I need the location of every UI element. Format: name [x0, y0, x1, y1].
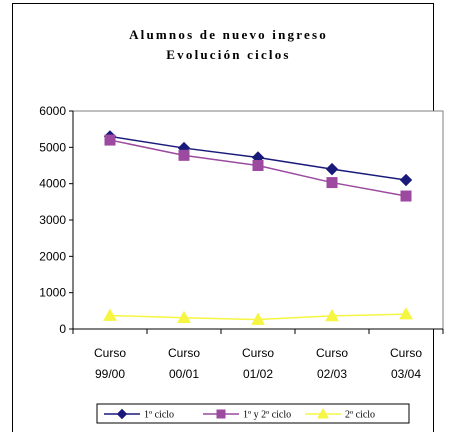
series-2-point: [178, 149, 190, 161]
x-tick-label-line-1: Curso: [316, 346, 348, 360]
series-3-point: [399, 307, 413, 320]
chart-title-line-2: Evolución ciclos: [166, 47, 291, 62]
x-tick-label-line-2: 03/04: [391, 367, 421, 381]
series-1-point: [399, 173, 413, 187]
y-tick-label: 5000: [39, 140, 66, 154]
series-3-point: [251, 312, 265, 325]
series-3-point: [103, 308, 117, 321]
legend-label-3: 2º ciclo: [345, 410, 375, 421]
y-tick-label: 6000: [39, 104, 66, 118]
x-tick-label-line-2: 99/00: [95, 367, 125, 381]
legend-marker-1: [116, 408, 128, 420]
series-2-point: [104, 134, 116, 146]
series-2-point: [400, 190, 412, 202]
legend-label-1: 1º ciclo: [144, 410, 174, 421]
x-tick-label-line-2: 01/02: [243, 367, 273, 381]
x-tick-label-line-2: 00/01: [169, 367, 199, 381]
legend-marker-2: [216, 409, 226, 419]
chart-title-line-1: Alumnos de nuevo ingreso: [129, 27, 328, 42]
series-2-point: [252, 160, 264, 171]
x-tick-label-line-1: Curso: [168, 346, 200, 360]
y-tick-label: 4000: [39, 177, 66, 191]
series-2-point: [326, 177, 338, 189]
x-tick-label-line-1: Curso: [390, 346, 422, 360]
legend: [96, 403, 410, 424]
y-tick-label: 0: [59, 322, 66, 336]
x-tick-label-line-2: 02/03: [317, 367, 347, 381]
plot-area: [72, 110, 444, 330]
series-3-point: [177, 310, 191, 324]
y-tick-label: 1000: [39, 286, 66, 300]
series-1-point: [325, 162, 339, 176]
x-tick-label-line-1: Curso: [242, 346, 274, 360]
y-tick-label: 3000: [39, 213, 66, 227]
y-tick-label: 2000: [39, 249, 66, 263]
x-tick-label-line-1: Curso: [94, 346, 126, 360]
legend-label-2: 1º y 2º ciclo: [243, 410, 291, 421]
legend-marker-3: [317, 407, 329, 419]
series-3-point: [325, 308, 339, 322]
